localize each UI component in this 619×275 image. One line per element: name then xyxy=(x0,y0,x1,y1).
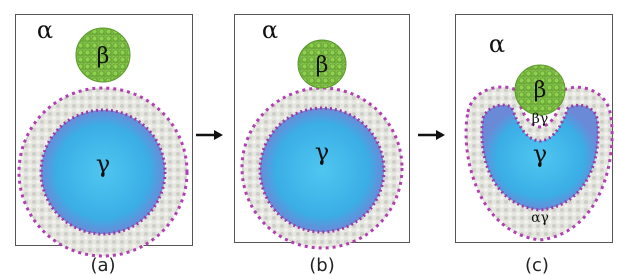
arrow-head xyxy=(436,130,445,140)
label-beta: β xyxy=(97,44,110,69)
caption: (a) xyxy=(90,255,115,275)
label-gamma: γ xyxy=(315,138,329,166)
label-alpha: α xyxy=(37,16,53,44)
figure: α β γ (a) α β γ (b) α β βγ γ αγ (c) xyxy=(0,0,619,275)
label-beta: β xyxy=(534,78,547,103)
label-beta: β xyxy=(316,53,329,78)
panel-a: α β γ (a) xyxy=(16,15,193,275)
label-beta-gamma: βγ xyxy=(532,111,548,127)
label-alpha-gamma: αγ xyxy=(531,210,549,226)
panel-c: α β βγ γ αγ (c) xyxy=(456,15,613,275)
label-alpha: α xyxy=(262,16,278,44)
caption: (c) xyxy=(525,255,549,275)
label-gamma: γ xyxy=(96,150,110,178)
label-alpha: α xyxy=(489,30,505,58)
vesicle-core xyxy=(260,108,384,232)
panel-b: α β γ (b) xyxy=(235,15,410,275)
arrow-head xyxy=(214,130,223,140)
caption: (b) xyxy=(309,255,334,275)
label-gamma: γ xyxy=(533,140,547,168)
